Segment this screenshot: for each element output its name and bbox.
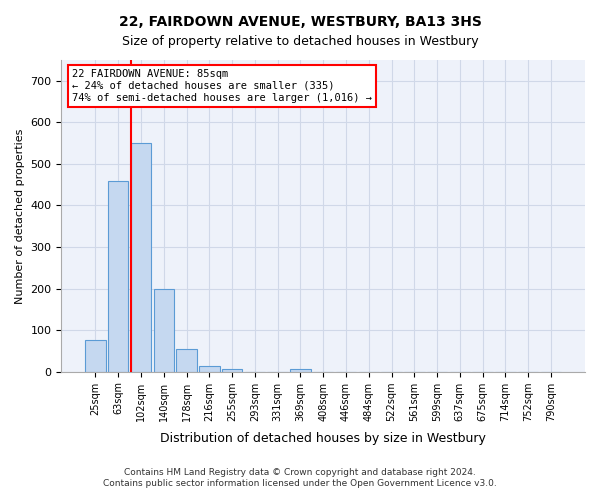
X-axis label: Distribution of detached houses by size in Westbury: Distribution of detached houses by size … bbox=[160, 432, 486, 445]
Text: 22 FAIRDOWN AVENUE: 85sqm
← 24% of detached houses are smaller (335)
74% of semi: 22 FAIRDOWN AVENUE: 85sqm ← 24% of detac… bbox=[72, 70, 372, 102]
Bar bbox=[131, 143, 151, 372]
Text: Size of property relative to detached houses in Westbury: Size of property relative to detached ho… bbox=[122, 35, 478, 48]
Y-axis label: Number of detached properties: Number of detached properties bbox=[15, 128, 25, 304]
Bar bbox=[222, 369, 242, 372]
Bar bbox=[176, 349, 197, 372]
Bar bbox=[290, 369, 311, 372]
Bar bbox=[154, 288, 174, 372]
Text: Contains HM Land Registry data © Crown copyright and database right 2024.
Contai: Contains HM Land Registry data © Crown c… bbox=[103, 468, 497, 487]
Bar bbox=[199, 366, 220, 372]
Text: 22, FAIRDOWN AVENUE, WESTBURY, BA13 3HS: 22, FAIRDOWN AVENUE, WESTBURY, BA13 3HS bbox=[119, 15, 481, 29]
Bar bbox=[85, 340, 106, 372]
Bar bbox=[108, 180, 128, 372]
